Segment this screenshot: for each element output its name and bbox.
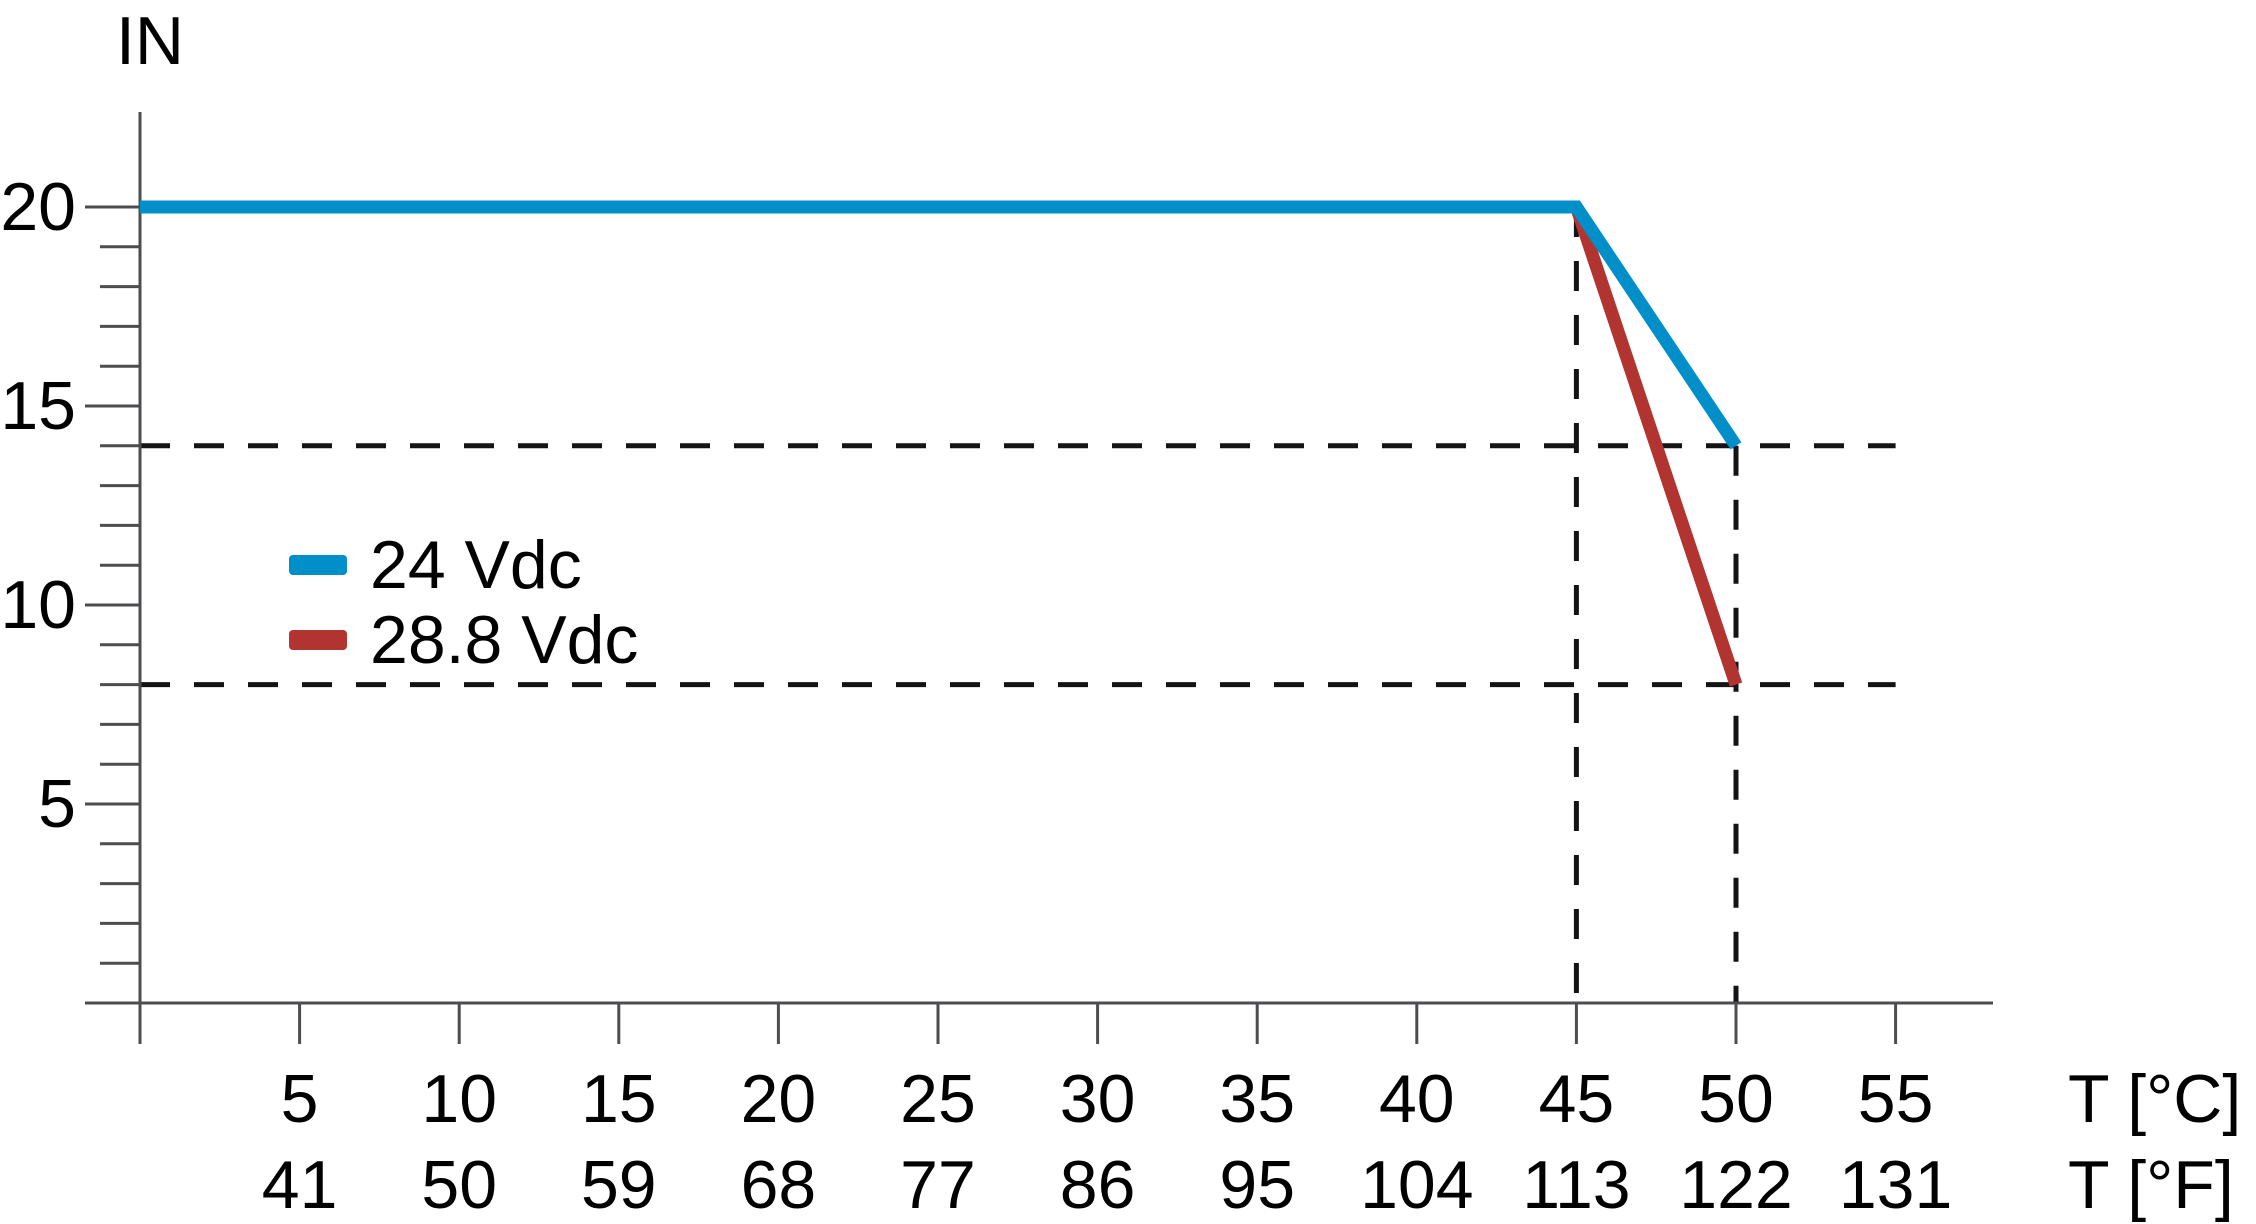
x-tick-label-celsius-55: 55 xyxy=(1858,1061,1934,1137)
y-tick-label-5: 5 xyxy=(38,766,76,842)
x-tick-label-fahrenheit-77: 77 xyxy=(900,1147,976,1223)
legend: 24 Vdc 28.8 Vdc xyxy=(289,526,639,678)
x-tick-label-fahrenheit-95: 95 xyxy=(1219,1147,1295,1223)
x-tick-label-fahrenheit-68: 68 xyxy=(741,1147,817,1223)
x-axis-unit-fahrenheit: T [°F] xyxy=(2068,1147,2234,1223)
legend-label-24vdc: 24 Vdc xyxy=(370,526,582,603)
legend-item-24vdc: 24 Vdc xyxy=(289,526,638,603)
x-tick-label-fahrenheit-50: 50 xyxy=(421,1147,497,1223)
legend-item-28-8vdc: 28.8 Vdc xyxy=(289,601,639,678)
y-axis-title: IN xyxy=(116,3,184,79)
y-tick-label-10: 10 xyxy=(0,567,76,643)
y-tick-label-20: 20 xyxy=(0,169,76,245)
x-tick-label-celsius-25: 25 xyxy=(900,1061,976,1137)
x-axis-unit-celsius: T [°C] xyxy=(2068,1061,2241,1137)
series-line-28-8-vdc xyxy=(1570,204,1743,687)
series-line-24-vdc xyxy=(140,200,1742,450)
y-tick-label-15: 15 xyxy=(0,368,76,444)
x-tick-label-celsius-45: 45 xyxy=(1539,1061,1615,1137)
x-tick-label-fahrenheit-86: 86 xyxy=(1060,1147,1136,1223)
legend-swatch-24vdc xyxy=(289,554,347,575)
x-tick-label-fahrenheit-104: 104 xyxy=(1360,1147,1473,1223)
x-tick-label-celsius-50: 50 xyxy=(1698,1061,1774,1137)
x-tick-label-celsius-20: 20 xyxy=(741,1061,817,1137)
x-tick-label-celsius-40: 40 xyxy=(1379,1061,1455,1137)
x-tick-label-celsius-30: 30 xyxy=(1060,1061,1136,1137)
x-tick-label-fahrenheit-113: 113 xyxy=(1522,1147,1630,1223)
x-tick-label-celsius-35: 35 xyxy=(1219,1061,1295,1137)
x-tick-label-celsius-15: 15 xyxy=(581,1061,657,1137)
x-tick-label-fahrenheit-122: 122 xyxy=(1679,1147,1792,1223)
x-tick-label-fahrenheit-131: 131 xyxy=(1839,1147,1952,1223)
legend-swatch-28-8vdc xyxy=(289,629,347,650)
x-tick-label-fahrenheit-41: 41 xyxy=(262,1147,338,1223)
x-tick-label-celsius-10: 10 xyxy=(421,1061,497,1137)
x-tick-label-celsius-5: 5 xyxy=(281,1061,319,1137)
x-tick-label-fahrenheit-59: 59 xyxy=(581,1147,657,1223)
legend-label-28-8vdc: 28.8 Vdc xyxy=(370,601,639,678)
